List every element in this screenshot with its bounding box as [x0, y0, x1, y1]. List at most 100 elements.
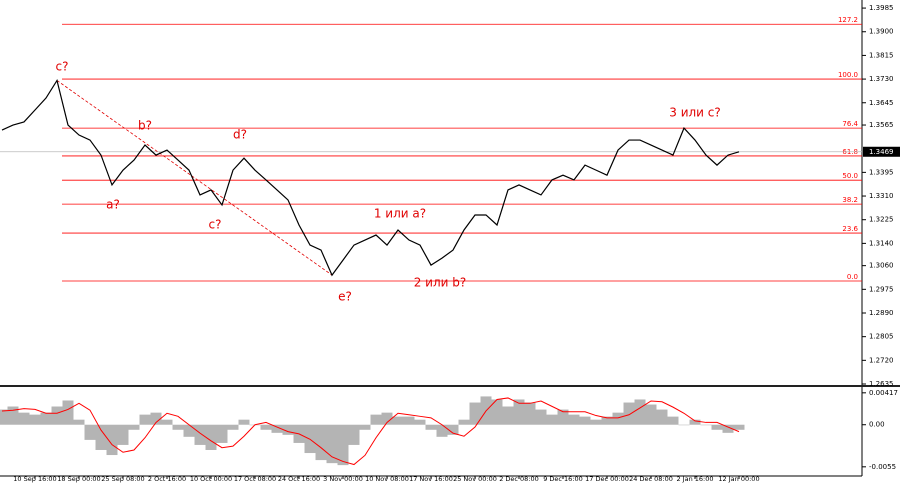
fib-label: 38.2 — [842, 196, 858, 204]
x-tick-label: 9 Dec 16:00 — [543, 475, 583, 483]
histogram-bar — [315, 424, 327, 461]
histogram-bar — [722, 424, 734, 433]
y-tick-label: 1.3060 — [869, 262, 894, 270]
histogram-bar — [623, 402, 635, 425]
y-tick-label: 1.3395 — [869, 168, 894, 176]
histogram-bar — [29, 414, 41, 425]
histogram-bar — [183, 424, 195, 437]
y-tick-label: 1.2890 — [869, 309, 894, 317]
x-tick-label: 2 Dec 08:00 — [499, 475, 539, 483]
histogram-bar — [689, 419, 701, 425]
wave-label: e? — [338, 290, 352, 304]
y-tick-label: 1.3310 — [869, 192, 894, 200]
histogram-bar — [502, 406, 514, 425]
histogram-bar — [414, 419, 426, 425]
x-tick-label: 24 Oct 16:00 — [278, 475, 320, 483]
wave-label: d? — [233, 128, 247, 142]
histogram-bar — [667, 416, 679, 425]
wave-label: 1 или a? — [374, 207, 426, 221]
last-price-box — [863, 146, 900, 157]
y-tick-label: 1.3565 — [869, 121, 894, 129]
y-tick-label: 1.3985 — [869, 4, 894, 12]
histogram-bar — [711, 424, 723, 430]
histogram-bar — [458, 419, 470, 425]
histogram-bar — [7, 406, 19, 425]
histogram-bar — [205, 424, 217, 450]
y-tick-label: 1.2635 — [869, 380, 894, 388]
fib-label: 100.0 — [838, 71, 858, 79]
x-tick-label: 2 Jan 16:00 — [676, 475, 713, 483]
wave-label: 2 или b? — [414, 276, 467, 290]
wave-label: 3 или c? — [669, 106, 721, 120]
histogram-bar — [84, 424, 96, 440]
histogram-bar — [733, 424, 745, 430]
histogram-bar — [403, 416, 415, 425]
fib-label: 76.4 — [842, 120, 858, 128]
histogram-bar — [194, 424, 206, 445]
y-tick-label: 1.3815 — [869, 51, 894, 59]
histogram-bar — [546, 414, 558, 425]
histogram-bar — [128, 424, 140, 430]
histogram-bar — [150, 412, 162, 425]
histogram-bar — [590, 419, 602, 425]
histogram-bar — [656, 409, 668, 425]
histogram-bar — [106, 424, 118, 456]
histogram-bar — [557, 409, 569, 425]
histogram-bar — [436, 424, 448, 437]
y-tick-label: 1.2805 — [869, 333, 894, 341]
wave-trendline — [56, 80, 333, 276]
x-tick-label: 17 Dec 00:00 — [585, 475, 629, 483]
histogram-bar — [535, 409, 547, 425]
histogram-bar — [161, 419, 173, 425]
histogram-bar — [216, 424, 228, 443]
y-tick-label: 1.2975 — [869, 285, 894, 293]
histogram-bar — [700, 424, 712, 426]
histogram-bar — [381, 412, 393, 425]
y-tick-label: 0.00 — [869, 421, 885, 429]
histogram-bar — [117, 424, 129, 445]
histogram-bar — [95, 424, 107, 450]
histogram-bar — [491, 399, 503, 425]
x-tick-label: 10 Oct 00:00 — [190, 475, 232, 483]
x-tick-label: 25 Nov 00:00 — [453, 475, 497, 483]
y-tick-label: 1.3730 — [869, 75, 894, 83]
histogram-bar — [513, 399, 525, 425]
x-tick-label: 17 Oct 08:00 — [234, 475, 276, 483]
histogram-bar — [51, 406, 63, 425]
x-tick-label: 10 Sep 16:00 — [13, 475, 56, 483]
histogram-bar — [359, 424, 371, 430]
wave-label: b? — [138, 119, 152, 133]
histogram-bar — [447, 424, 459, 435]
y-tick-label: -0.0055 — [869, 463, 896, 471]
histogram-bar — [425, 424, 437, 430]
histogram-bar — [348, 424, 360, 445]
y-tick-label: 1.2720 — [869, 356, 894, 364]
signal-line — [1, 397, 740, 466]
histogram-bar — [678, 424, 690, 426]
histogram-bar — [326, 424, 338, 464]
x-tick-label: 2 Oct 16:00 — [148, 475, 186, 483]
histogram-bar — [337, 424, 349, 466]
histogram-bar — [469, 402, 481, 425]
wave-label: c? — [209, 218, 222, 232]
x-tick-label: 18 Sep 00:00 — [57, 475, 100, 483]
x-tick-label: 12 Jan 00:00 — [718, 475, 759, 483]
fib-label: 0.0 — [847, 273, 858, 281]
histogram-bar — [227, 424, 239, 430]
x-tick-label: 17 Nov 16:00 — [409, 475, 453, 483]
histogram-bar — [62, 400, 74, 425]
x-tick-label: 25 Sep 08:00 — [101, 475, 144, 483]
histogram-bar — [260, 424, 272, 430]
x-tick-label: 3 Nov 00:00 — [323, 475, 363, 483]
histogram-bar — [40, 412, 52, 425]
fib-label: 127.2 — [838, 16, 858, 24]
y-tick-label: 1.3645 — [869, 99, 894, 107]
histogram-bar — [370, 414, 382, 425]
y-tick-label: 0.00417 — [869, 389, 898, 397]
histogram-bar — [0, 409, 8, 425]
fib-label: 23.6 — [842, 225, 858, 233]
histogram-bar — [271, 424, 283, 433]
wave-label: a? — [106, 198, 120, 212]
